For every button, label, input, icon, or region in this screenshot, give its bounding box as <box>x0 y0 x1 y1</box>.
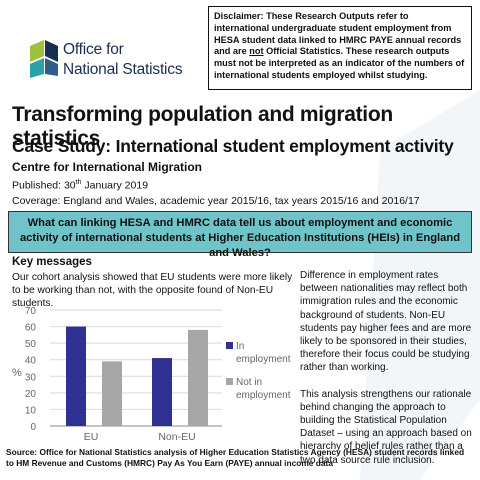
published-rest: January 2019 <box>81 179 149 192</box>
y-tick-label: 30 <box>25 372 37 383</box>
bar-eu-in <box>66 326 86 426</box>
y-tick-label: 10 <box>25 405 37 416</box>
disclaimer-box: Disclaimer: These Research Outputs refer… <box>208 6 472 90</box>
bar-non-eu-in <box>152 358 172 426</box>
analysis-paragraph-2: This analysis strengthens our rationale … <box>300 388 472 466</box>
y-axis-label: % <box>12 367 22 379</box>
page-subtitle: Case Study: International student employ… <box>12 136 454 156</box>
y-tick-label: 0 <box>30 422 36 433</box>
y-tick-label: 20 <box>25 389 37 400</box>
ons-logo-mark-icon <box>30 40 58 78</box>
ons-logo: Office for National Statistics <box>30 40 190 84</box>
legend-swatch <box>226 342 233 349</box>
logo-line1: Office for <box>63 41 124 58</box>
x-tick-label: EU <box>84 431 99 443</box>
y-tick-label: 60 <box>25 323 37 334</box>
y-tick-label: 70 <box>25 306 37 317</box>
coverage-text: Coverage: England and Wales, academic ye… <box>12 195 420 207</box>
y-tick-label: 50 <box>25 339 37 350</box>
centre-name: Centre for International Migration <box>12 160 203 174</box>
published-label: Published: 30 <box>12 179 76 192</box>
legend-label: Not in <box>236 377 262 388</box>
disclaimer-text-part1: Disclaimer: These Research Outputs refer… <box>214 11 462 57</box>
published-date: Published: 30th January 2019 <box>12 179 148 192</box>
source-note: Source: Office for National Statistics a… <box>6 447 465 468</box>
ons-logo-text: Office for National Statistics <box>63 40 183 80</box>
x-tick-label: Non-EU <box>158 431 195 443</box>
logo-line2: National Statistics <box>63 61 183 78</box>
analysis-text: Difference in employment rates between n… <box>300 269 472 480</box>
published-sup: th <box>75 179 82 186</box>
analysis-paragraph-1: Difference in employment rates between n… <box>300 270 472 374</box>
legend-label: In <box>236 341 244 352</box>
page-title: Transforming population and migration st… <box>12 103 393 150</box>
legend-swatch <box>226 378 233 385</box>
bar-non-eu-not-in <box>188 329 208 426</box>
legend-label: employment <box>236 354 291 365</box>
key-messages-heading: Key messages <box>12 256 92 268</box>
employment-bar-chart: 0 10 20 30 40 50 60 70% EU Non-EU In employment Not … <box>12 306 291 443</box>
cohort-summary: Our cohort analysis showed that EU stude… <box>12 272 293 309</box>
disclaimer-not: not <box>249 46 264 57</box>
y-tick-label: 40 <box>25 356 37 367</box>
research-question-banner: What can linking HESA and HMRC data tell… <box>8 211 472 259</box>
bar-eu-not-in <box>102 361 122 426</box>
disclaimer-text-part2: Official Statistics. These research outp… <box>214 46 465 80</box>
legend-label: employment <box>236 390 291 401</box>
